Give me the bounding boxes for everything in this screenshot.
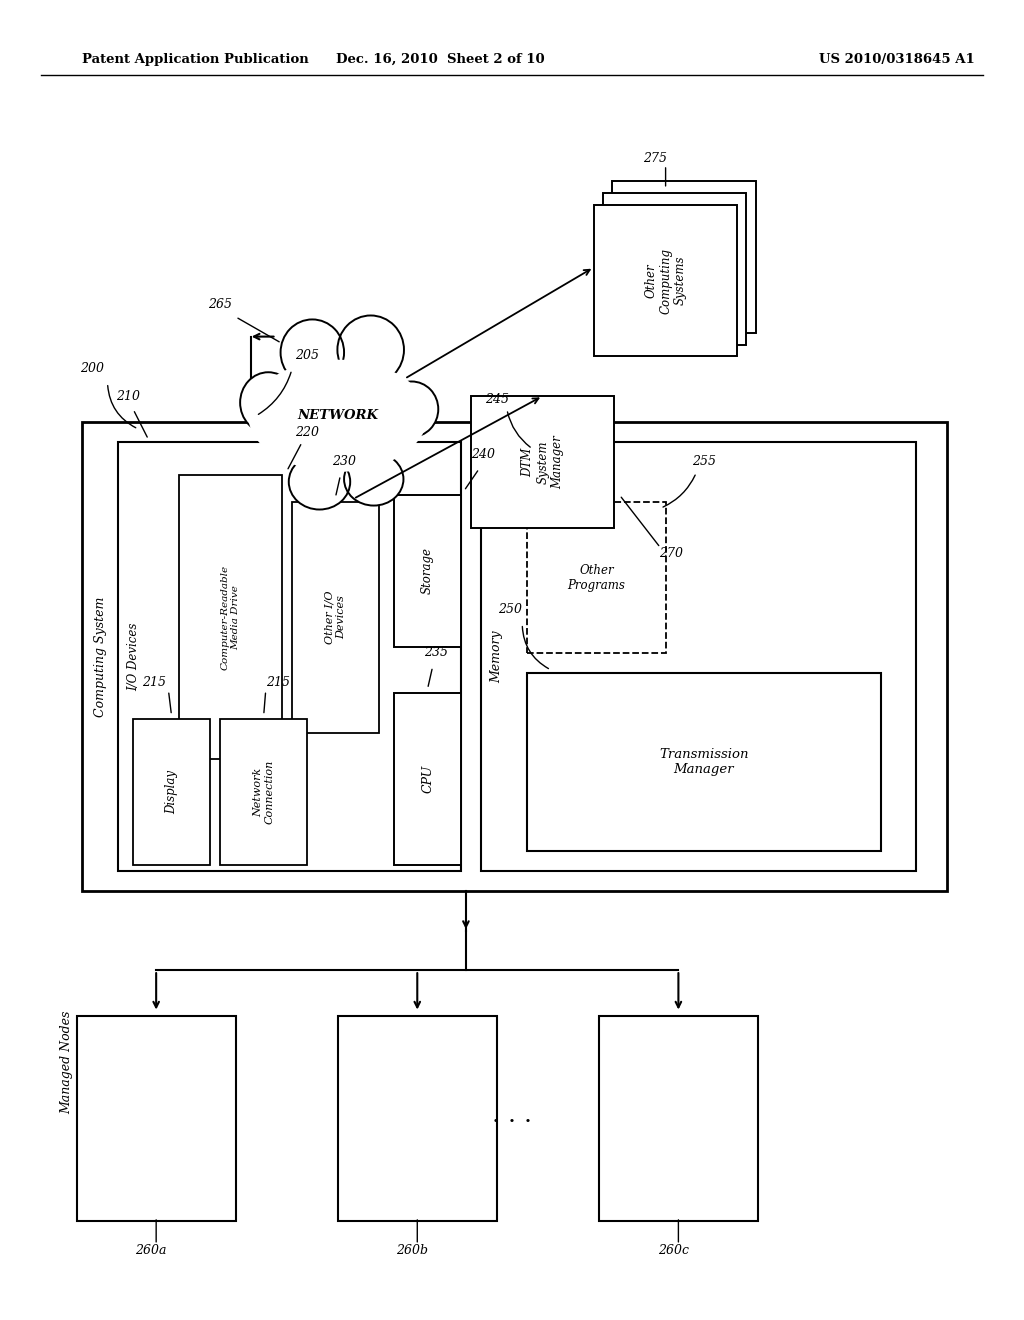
Text: Dec. 16, 2010  Sheet 2 of 10: Dec. 16, 2010 Sheet 2 of 10 (336, 53, 545, 66)
Text: Computing System: Computing System (94, 597, 106, 717)
Text: Other
Computing
Systems: Other Computing Systems (644, 248, 687, 314)
Text: 230: 230 (332, 454, 355, 467)
Text: Display: Display (165, 770, 178, 814)
Text: FIG. 2: FIG. 2 (798, 466, 902, 498)
Ellipse shape (281, 319, 344, 385)
Text: Other
Programs: Other Programs (567, 564, 626, 591)
Bar (612, 181, 756, 333)
Bar (481, 442, 916, 871)
Bar (527, 673, 881, 851)
Bar (292, 502, 379, 733)
Text: 250: 250 (498, 603, 522, 616)
Bar (133, 719, 210, 865)
Text: 200: 200 (80, 362, 104, 375)
Bar (338, 1016, 497, 1221)
Ellipse shape (338, 315, 403, 384)
Text: . . .: . . . (492, 1104, 532, 1127)
Bar (471, 396, 614, 528)
Text: NETWORK: NETWORK (297, 409, 379, 422)
Bar (603, 193, 746, 345)
Text: 205: 205 (295, 348, 319, 362)
Text: CPU: CPU (421, 764, 434, 793)
Text: Managed Nodes: Managed Nodes (60, 1011, 73, 1114)
Bar (118, 442, 461, 871)
Text: 235: 235 (424, 645, 447, 659)
Text: Storage: Storage (421, 548, 434, 594)
Text: Other I/O
Devices: Other I/O Devices (325, 590, 346, 644)
Ellipse shape (344, 453, 403, 506)
Text: DTM
System
Manager: DTM System Manager (521, 436, 564, 488)
Bar (599, 1016, 758, 1221)
Text: 255: 255 (692, 454, 717, 467)
Text: Transmission
Manager: Transmission Manager (659, 748, 749, 776)
Text: 260a: 260a (135, 1243, 167, 1257)
Bar (82, 422, 947, 891)
Text: 215: 215 (266, 676, 290, 689)
Text: Computer-Readable
Media Drive: Computer-Readable Media Drive (221, 565, 240, 669)
Bar (77, 1016, 236, 1221)
Text: 215: 215 (142, 676, 166, 689)
Text: 210: 210 (116, 389, 140, 403)
Text: US 2010/0318645 A1: US 2010/0318645 A1 (819, 53, 975, 66)
Text: Patent Application Publication: Patent Application Publication (82, 53, 308, 66)
Bar (220, 719, 307, 865)
Ellipse shape (240, 372, 297, 433)
Text: 275: 275 (643, 152, 668, 165)
Text: Network
Connection: Network Connection (253, 760, 274, 824)
Text: I/O Devices: I/O Devices (128, 623, 140, 690)
Bar (527, 502, 666, 653)
Text: Memory: Memory (490, 631, 503, 682)
Text: 260c: 260c (657, 1243, 689, 1257)
Ellipse shape (289, 454, 350, 510)
Ellipse shape (282, 368, 394, 463)
Bar (394, 495, 461, 647)
Text: 270: 270 (658, 546, 683, 560)
Text: 240: 240 (471, 447, 496, 461)
Ellipse shape (249, 359, 428, 471)
Text: 265: 265 (208, 297, 232, 310)
Ellipse shape (385, 381, 438, 437)
Bar (179, 475, 282, 759)
Text: 260b: 260b (396, 1243, 428, 1257)
Bar (594, 205, 737, 356)
Bar (394, 693, 461, 865)
Text: 245: 245 (484, 392, 509, 405)
Text: 220: 220 (295, 425, 319, 438)
